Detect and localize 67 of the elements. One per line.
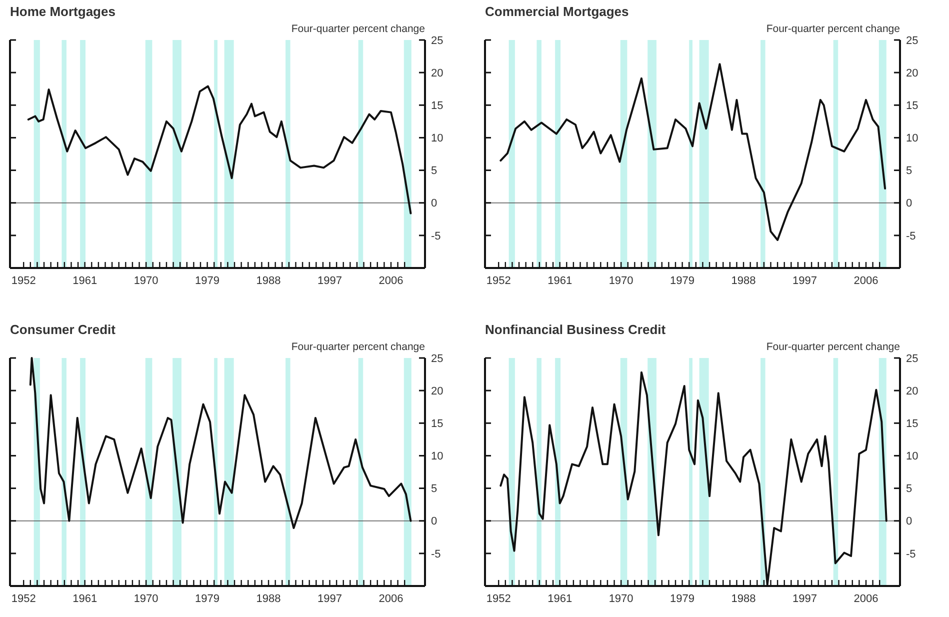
y-tick-label: -5: [906, 548, 916, 560]
line-series: [27, 85, 412, 214]
x-tick-label: 1997: [792, 593, 817, 605]
y-tick-label: 15: [431, 418, 444, 430]
y-tick-label: 20: [906, 385, 918, 398]
y-tick-label: 10: [431, 450, 444, 463]
x-tick-label: 1961: [72, 275, 98, 287]
x-tick-label: 1952: [486, 593, 511, 605]
y-tick-label: 0: [431, 198, 438, 210]
x-tick-label: 1988: [731, 593, 756, 605]
x-tick-label: 1961: [72, 593, 98, 605]
y-tick-label: 20: [906, 67, 918, 80]
x-tick-label: 1979: [670, 275, 695, 287]
y-tick-label: 5: [906, 165, 912, 178]
y-tick-label: -5: [906, 230, 916, 242]
line-series: [500, 63, 886, 241]
x-tick-label: 1979: [670, 593, 695, 605]
x-tick-label: 1988: [256, 275, 281, 287]
line-series: [29, 357, 412, 530]
y-axis-title: Four-quarter percent change: [291, 341, 426, 353]
y-tick-label: 15: [906, 100, 918, 112]
x-tick-label: 1961: [548, 593, 572, 605]
x-tick-label: 1952: [486, 275, 511, 287]
x-tick-label: 1997: [792, 275, 817, 287]
y-axis-title: Four-quarter percent change: [291, 23, 426, 35]
x-tick-label: 1979: [195, 593, 220, 605]
x-tick-label: 1970: [134, 593, 158, 605]
y-tick-label: 25: [906, 352, 918, 365]
y-tick-label: 25: [906, 34, 918, 47]
y-tick-label: -5: [431, 548, 441, 560]
x-tick-label: 1952: [11, 593, 36, 605]
y-tick-label: 5: [431, 483, 438, 496]
x-tick-label: 1979: [195, 275, 220, 287]
y-tick-label: 0: [431, 516, 438, 528]
chart-title: Nonfinancial Business Credit: [485, 322, 666, 337]
y-tick-label: 10: [906, 132, 918, 145]
x-tick-label: 1988: [256, 593, 281, 605]
x-tick-label: 1952: [11, 275, 36, 287]
y-axis-title: Four-quarter percent change: [766, 23, 900, 35]
chart-title: Commercial Mortgages: [485, 4, 629, 19]
y-tick-label: 25: [431, 352, 444, 365]
y-tick-label: 5: [906, 483, 912, 496]
chart-title: Consumer Credit: [10, 322, 116, 337]
y-tick-label: 10: [431, 132, 444, 145]
y-tick-label: 10: [906, 450, 918, 463]
x-tick-label: 1970: [608, 593, 634, 605]
x-tick-label: 2006: [854, 275, 878, 287]
y-tick-label: 5: [431, 165, 438, 178]
y-tick-label: 15: [431, 100, 444, 112]
y-tick-label: 15: [906, 418, 918, 430]
x-tick-label: 1970: [134, 275, 158, 287]
y-tick-label: 0: [906, 516, 912, 528]
y-tick-label: 0: [906, 198, 912, 210]
y-tick-label: 20: [431, 67, 444, 80]
x-tick-label: 1961: [548, 275, 572, 287]
y-tick-label: 25: [431, 34, 444, 47]
x-tick-label: 1970: [608, 275, 634, 287]
x-tick-label: 2006: [378, 275, 404, 287]
y-tick-label: -5: [431, 230, 441, 242]
x-tick-label: 1988: [731, 275, 756, 287]
x-tick-label: 1997: [318, 275, 342, 287]
chart-title: Home Mortgages: [10, 4, 116, 19]
x-tick-label: 2006: [378, 593, 404, 605]
y-tick-label: 20: [431, 385, 444, 398]
x-tick-label: 2006: [854, 593, 878, 605]
x-tick-label: 1997: [318, 593, 342, 605]
y-axis-title: Four-quarter percent change: [766, 341, 900, 353]
